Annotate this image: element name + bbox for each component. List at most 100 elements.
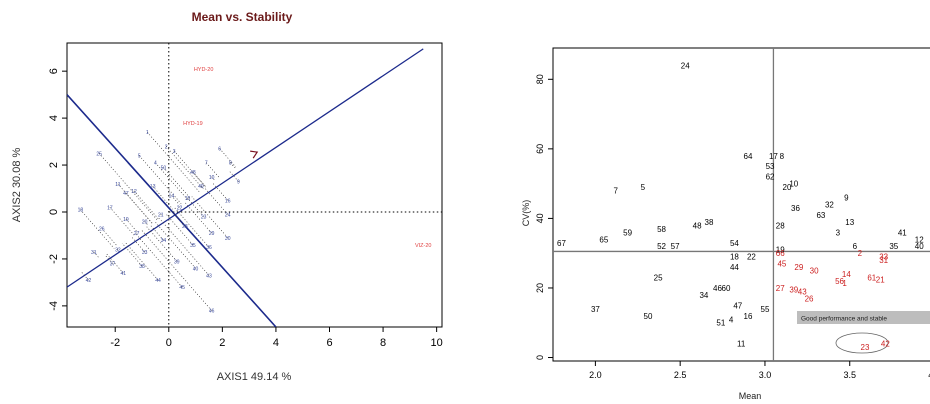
projection-line bbox=[159, 218, 210, 276]
genotype-point-6: 6 bbox=[218, 147, 221, 153]
projection-line bbox=[229, 171, 239, 182]
genotype-point-4: 4 bbox=[154, 161, 157, 167]
projection-line bbox=[160, 214, 163, 217]
left-x-tick-label: 10 bbox=[431, 337, 443, 349]
genotype-point-41: 41 bbox=[120, 271, 126, 277]
left-plot-frame bbox=[66, 42, 443, 328]
cv-point-2: 2 bbox=[858, 249, 863, 258]
genotype-point-34: 34 bbox=[161, 238, 167, 244]
cv-point-60: 60 bbox=[722, 284, 731, 293]
cv-point-11: 11 bbox=[737, 340, 746, 349]
genotype-point-50: 50 bbox=[161, 165, 167, 171]
cv-point-17: 17 bbox=[769, 152, 778, 161]
genotype-point-5: 5 bbox=[138, 154, 141, 160]
cv-point-23: 23 bbox=[861, 343, 870, 352]
genotype-point-47: 47 bbox=[123, 191, 129, 197]
genotype-point-42: 42 bbox=[86, 278, 92, 284]
projection-line bbox=[211, 176, 216, 182]
projection-line bbox=[125, 218, 139, 233]
environment-label-hyd-19: HYD-19 bbox=[183, 121, 203, 127]
genotype-point-11: 11 bbox=[115, 182, 120, 188]
genotype-point-13: 13 bbox=[150, 184, 156, 190]
cv-point-22: 22 bbox=[747, 253, 756, 262]
projection-line bbox=[191, 196, 228, 239]
cv-point-7: 7 bbox=[614, 187, 619, 196]
environment-label-viz-20: VIZ-20 bbox=[415, 243, 432, 249]
cv-point-29: 29 bbox=[794, 263, 803, 272]
genotype-point-9: 9 bbox=[237, 179, 240, 185]
cv-point-27: 27 bbox=[776, 284, 785, 293]
left-x-tick-label: 0 bbox=[166, 337, 172, 349]
projection-line bbox=[80, 209, 115, 249]
genotype-point-39: 39 bbox=[174, 259, 180, 265]
cv-point-39: 39 bbox=[789, 286, 798, 295]
projection-line bbox=[131, 236, 145, 253]
cv-point-1: 1 bbox=[842, 279, 847, 288]
projection-line bbox=[139, 155, 182, 204]
left-y-tick-label: -4 bbox=[48, 301, 60, 311]
projection-line bbox=[173, 150, 207, 188]
cv-point-48: 48 bbox=[693, 221, 702, 230]
projection-line bbox=[149, 224, 164, 241]
projection-line bbox=[192, 171, 207, 188]
projection-line bbox=[183, 201, 212, 234]
left-y-tick-label: 4 bbox=[48, 115, 60, 121]
cv-point-21: 21 bbox=[876, 275, 885, 284]
genotype-point-7: 7 bbox=[205, 161, 208, 167]
cv-point-61: 61 bbox=[867, 274, 876, 283]
projection-line bbox=[109, 207, 135, 236]
cv-point-62: 62 bbox=[766, 173, 775, 182]
projection-line bbox=[165, 213, 194, 246]
cv-point-30: 30 bbox=[810, 267, 819, 276]
projection-line bbox=[163, 167, 191, 199]
genotype-point-29: 29 bbox=[209, 231, 215, 237]
projection-line bbox=[171, 195, 180, 206]
cv-point-53: 53 bbox=[766, 162, 775, 171]
projection-line bbox=[219, 148, 237, 168]
genotype-point-17: 17 bbox=[107, 205, 113, 211]
genotype-point-21: 21 bbox=[158, 212, 164, 218]
genotype-point-31: 31 bbox=[91, 250, 97, 256]
right-x-tick-label: 4.0 bbox=[928, 370, 930, 380]
average-environment-axis bbox=[67, 48, 424, 288]
projection-line bbox=[200, 185, 204, 190]
genotype-point-3: 3 bbox=[173, 149, 176, 155]
cv-point-43: 43 bbox=[798, 287, 807, 296]
right-y-axis-label: CV(%) bbox=[521, 200, 531, 227]
genotype-point-48: 48 bbox=[190, 170, 196, 176]
genotype-point-12: 12 bbox=[131, 189, 137, 195]
cv-point-3: 3 bbox=[836, 228, 841, 237]
projection-line bbox=[121, 242, 143, 267]
right-x-tick-label: 3.5 bbox=[843, 370, 856, 380]
cv-point-32: 32 bbox=[825, 201, 834, 210]
cv-point-31: 31 bbox=[879, 256, 888, 265]
cv-point-66: 66 bbox=[776, 249, 785, 258]
cv-point-51: 51 bbox=[716, 319, 725, 328]
genotype-point-22: 22 bbox=[177, 205, 183, 211]
genotype-point-24: 24 bbox=[225, 212, 231, 218]
right-y-tick-label: 0 bbox=[535, 355, 545, 360]
genotype-point-49: 49 bbox=[198, 184, 204, 190]
good-performance-box: Good performance and stable bbox=[797, 311, 930, 354]
cv-point-67: 67 bbox=[557, 239, 566, 248]
genotype-point-26: 26 bbox=[99, 226, 105, 232]
projection-line bbox=[141, 229, 212, 311]
cv-point-24: 24 bbox=[681, 61, 690, 70]
genotype-point-30: 30 bbox=[225, 236, 231, 242]
cv-point-57: 57 bbox=[671, 242, 680, 251]
genotype-point-27: 27 bbox=[134, 231, 140, 237]
projection-line bbox=[187, 198, 204, 217]
cv-point-34: 34 bbox=[699, 291, 708, 300]
cv-point-46: 46 bbox=[713, 284, 722, 293]
projection-line bbox=[115, 247, 119, 250]
good-performance-highlight bbox=[797, 311, 930, 324]
genotype-point-44: 44 bbox=[155, 278, 161, 284]
genotype-point-28: 28 bbox=[182, 224, 188, 230]
genotype-point-16: 16 bbox=[225, 198, 231, 204]
left-x-axis: -2 0 2 4 6 8 10 bbox=[110, 327, 443, 349]
genotype-point-33: 33 bbox=[142, 250, 148, 256]
projection-line bbox=[154, 221, 196, 269]
